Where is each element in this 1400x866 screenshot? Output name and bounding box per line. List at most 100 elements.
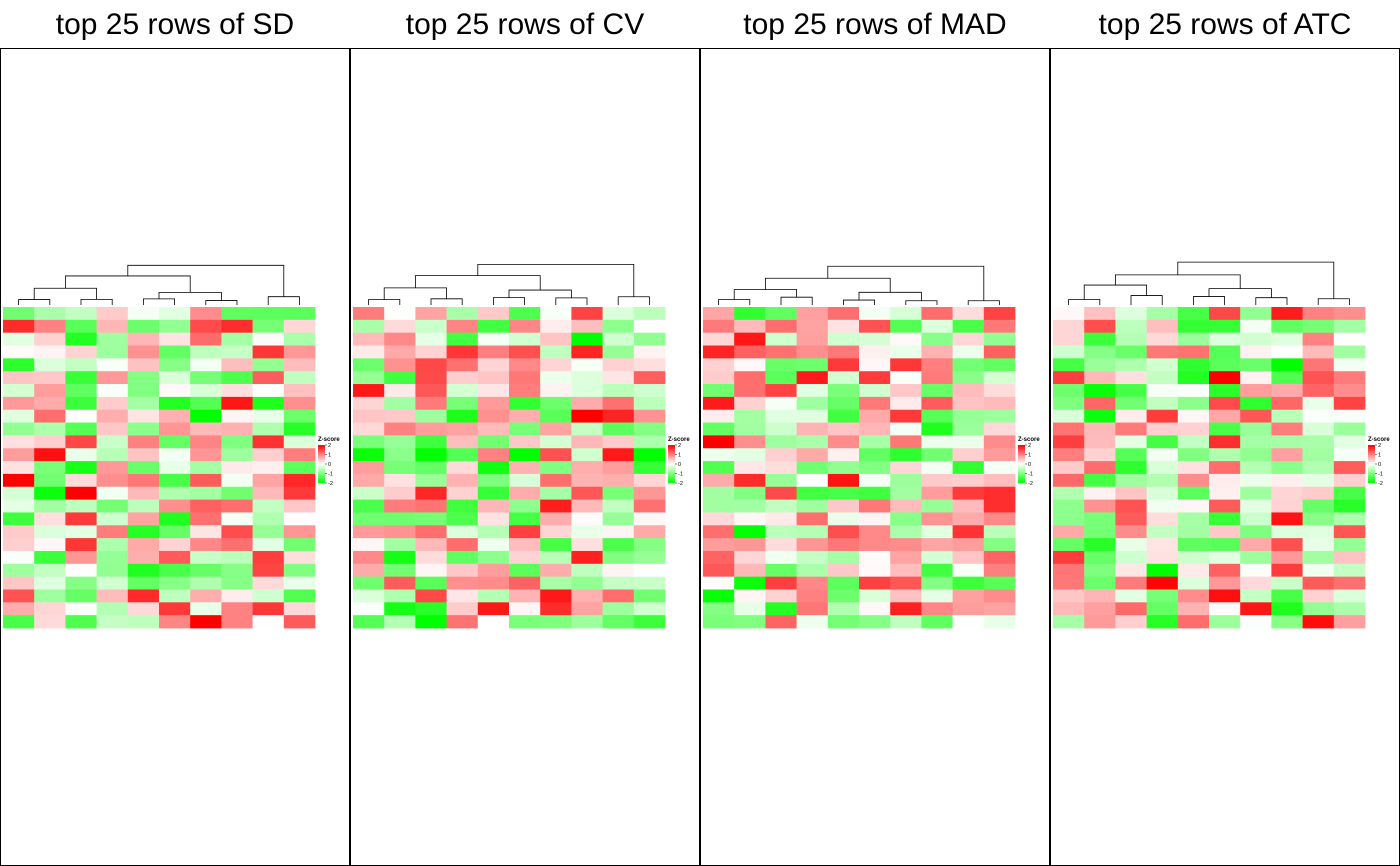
heatmap-cell [952, 384, 985, 398]
heatmap-cell [1271, 563, 1303, 578]
heatmap-cell [827, 461, 860, 475]
heatmap-cell [190, 589, 222, 603]
heatmap-cell [190, 486, 222, 500]
heatmap-cell [571, 461, 603, 475]
heatmap-cell [571, 307, 603, 321]
color-key-swatch [318, 481, 325, 484]
heatmap-cell [221, 461, 253, 475]
heatmap-cell [1333, 615, 1366, 629]
color-key-title: Z-score [1368, 437, 1390, 443]
heatmap-cell [159, 358, 191, 372]
heatmap-cell [127, 538, 160, 552]
heatmap-cell [65, 525, 97, 539]
heatmap-cell [34, 525, 66, 539]
heatmap-cell [65, 576, 97, 590]
heatmap-cell [96, 332, 129, 346]
heatmap-cell [827, 512, 860, 526]
heatmap-cell [571, 371, 603, 385]
dendrogram-branch [1255, 297, 1288, 305]
heatmap-cell [1302, 319, 1335, 334]
heatmap-cell [1053, 461, 1085, 475]
heatmap-cell [221, 538, 253, 552]
heatmap-cell [1053, 615, 1085, 629]
heatmap-cell [3, 371, 35, 385]
heatmap-cell [353, 550, 385, 565]
heatmap-cell [477, 384, 510, 398]
heatmap-cell [859, 461, 891, 475]
heatmap-cell [509, 409, 541, 423]
color-key-swatch [1368, 460, 1375, 463]
heatmap-cell [477, 448, 510, 462]
heatmap-cell [3, 307, 35, 321]
heatmap-cell [1240, 384, 1272, 398]
heatmap-cell [890, 615, 922, 629]
heatmap-cell [571, 319, 603, 334]
heatmap-cell [765, 384, 797, 398]
heatmap-cell [509, 499, 541, 513]
heatmap-cell [765, 512, 797, 526]
heatmap-cell [952, 499, 985, 513]
heatmap-cell [159, 371, 191, 385]
heatmap-cell [65, 358, 97, 372]
heatmap-cell [353, 486, 385, 500]
heatmap-cell [509, 422, 541, 436]
heatmap-cell [415, 345, 447, 359]
heatmap-cell [159, 307, 191, 321]
heatmap-cell [509, 615, 541, 629]
heatmap-cell [1053, 307, 1085, 321]
heatmap-cell [190, 384, 222, 398]
heatmap-cell [1084, 615, 1116, 629]
heatmap-cell [283, 435, 316, 449]
heatmap-cell [477, 332, 510, 346]
dendrogram-branch [477, 263, 635, 297]
heatmap-cell [602, 435, 635, 449]
heatmap-cell [384, 512, 416, 526]
heatmap-cell [283, 358, 316, 372]
heatmap-cell [353, 422, 385, 436]
color-key-swatch [318, 464, 325, 467]
heatmap-cell [159, 422, 191, 436]
color-key-swatch [1018, 464, 1025, 467]
dendrogram-branch [1115, 274, 1241, 289]
heatmap-cell [1084, 602, 1116, 616]
heatmap-cell [190, 307, 222, 321]
heatmap-cell [602, 396, 635, 411]
heatmap-cell [734, 409, 766, 423]
heatmap-cell [859, 448, 891, 462]
heatmap-cell [952, 512, 985, 526]
heatmap-cell [796, 512, 829, 526]
heatmap-cell [1115, 409, 1147, 423]
heatmap-cell [221, 319, 253, 334]
heatmap-cell [1333, 396, 1366, 411]
heatmap-cell [952, 486, 985, 500]
heatmap-cell [1146, 538, 1179, 552]
heatmap-cell [252, 422, 285, 436]
color-key-swatch [318, 456, 325, 459]
heatmap-cell [1302, 602, 1335, 616]
heatmap-cell [159, 589, 191, 603]
heatmap-cell [127, 589, 160, 603]
heatmap-cell [221, 435, 253, 449]
heatmap-cell [859, 602, 891, 616]
heatmap-cell [509, 576, 541, 590]
heatmap-cell [221, 371, 253, 385]
panel-cv: top 25 rows of CV Z-score 2 1 0 -1 -2 [350, 0, 700, 866]
heatmap-cell [509, 563, 541, 578]
heatmap-cell [602, 499, 635, 513]
dendrogram-branch [1317, 298, 1350, 305]
heatmap-cell [1146, 435, 1179, 449]
heatmap-cell [1177, 384, 1210, 398]
heatmap-cell [159, 473, 191, 488]
heatmap-cell [221, 307, 253, 321]
heatmap-cell [415, 396, 447, 411]
heatmap-cell [1302, 358, 1335, 372]
heatmap-cell [3, 525, 35, 539]
heatmap-cell [827, 345, 860, 359]
heatmap-cell [827, 358, 860, 372]
heatmap-cell [3, 358, 35, 372]
heatmap-cell [633, 409, 666, 423]
dendrogram-branch [158, 291, 222, 301]
heatmap-cell [921, 525, 953, 539]
heatmap-cell [1084, 396, 1116, 411]
